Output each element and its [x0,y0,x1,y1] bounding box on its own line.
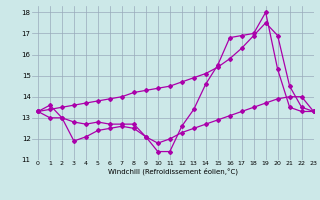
X-axis label: Windchill (Refroidissement éolien,°C): Windchill (Refroidissement éolien,°C) [108,168,238,175]
